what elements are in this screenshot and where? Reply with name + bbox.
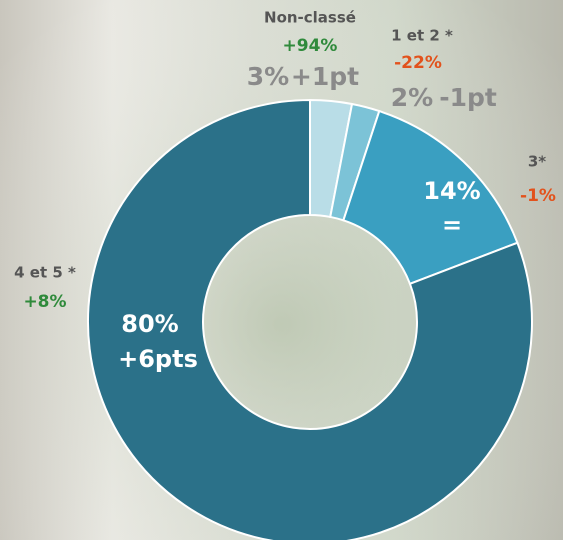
share-label: 2%	[391, 83, 433, 112]
category-label: 4 et 5 *	[14, 264, 76, 282]
growth-label: -1%	[520, 186, 556, 206]
share-change-label: =	[442, 211, 462, 239]
category-label: Non-classé	[264, 9, 356, 27]
growth-label: -22%	[394, 53, 442, 73]
share-label: 80%	[121, 310, 178, 338]
share-label: 3%	[247, 62, 289, 91]
category-label: 3*	[528, 153, 546, 171]
share-label: 14%	[423, 177, 480, 205]
share-change-label: +6pts	[118, 345, 198, 373]
growth-label: +8%	[23, 292, 66, 312]
growth-label: +94%	[283, 36, 338, 56]
share-change-label: +1pt	[291, 62, 359, 91]
share-change-label: -1pt	[439, 83, 497, 112]
category-label: 1 et 2 *	[391, 27, 453, 45]
donut-slice	[87, 98, 533, 540]
